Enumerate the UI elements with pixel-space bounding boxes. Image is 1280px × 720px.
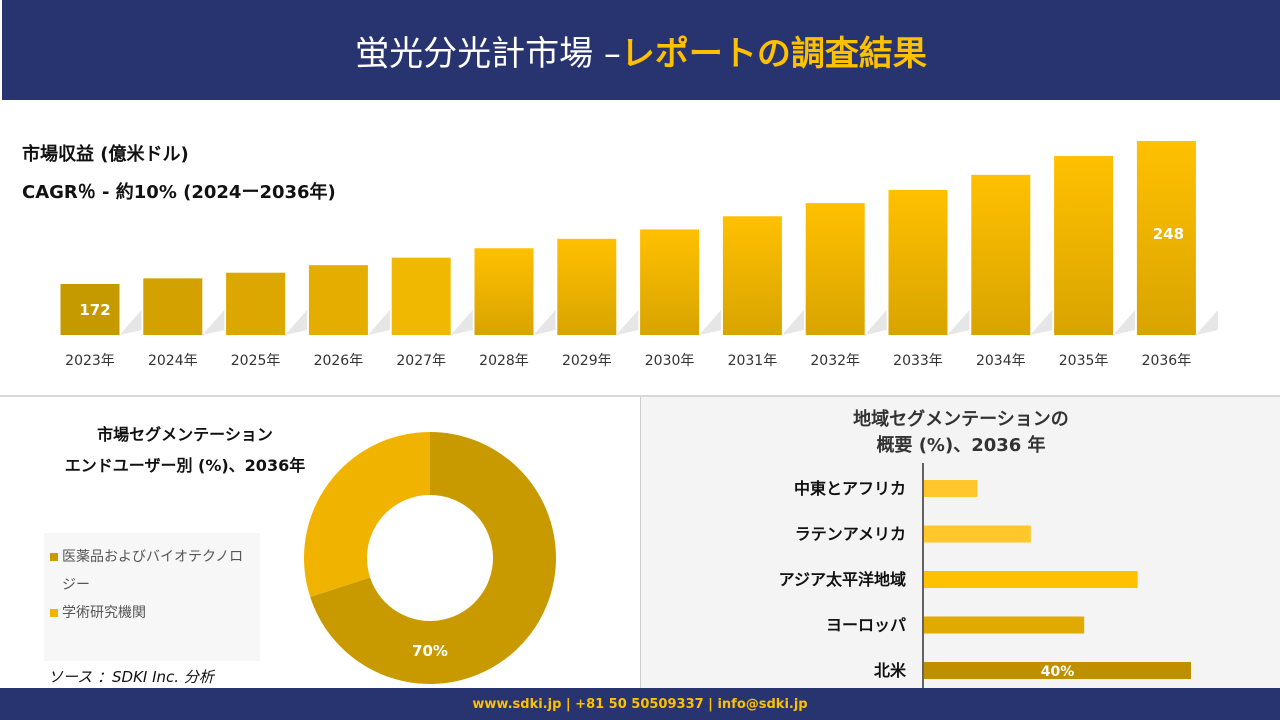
bar-2031年	[722, 216, 782, 335]
title-highlight: レポートの調査結果	[620, 33, 927, 74]
region-label: 北米	[874, 661, 907, 680]
bar-2028年	[474, 248, 534, 335]
header-banner: 蛍光分光計市場 – レポートの調査結果	[2, 0, 1280, 100]
revenue-bar-svg: 2023年 172 2024年 2025年 2026年 2027年 2028年 2029年 20…	[60, 141, 1218, 369]
legend-item: 医薬品およびバイオテクノロジー	[50, 543, 254, 599]
x-tick-label: 2035年	[1059, 353, 1109, 369]
bar-shadow	[781, 310, 804, 335]
cagr-label: CAGR％ - 約10% (2024ー2036年)	[22, 182, 336, 203]
bar-2029年	[557, 238, 617, 335]
bar-2023年	[60, 284, 120, 335]
donut-slice-0	[310, 432, 556, 684]
region-bar	[924, 480, 978, 497]
region-label: 中東とアフリカ	[794, 479, 906, 498]
section-divider	[0, 395, 1280, 397]
bar-shadow	[616, 310, 639, 335]
bar-data-label: 172	[79, 301, 110, 319]
bar-shadow	[699, 310, 722, 335]
legend-item: 学術研究機関	[50, 599, 254, 627]
bar-2033年	[888, 189, 948, 335]
bar-data-label: 248	[1153, 225, 1184, 243]
bar-2026年	[308, 265, 368, 335]
enduser-donut-chart: 70%	[304, 432, 556, 684]
x-tick-label: 2028年	[479, 353, 529, 369]
x-tick-label: 2023年	[65, 353, 115, 369]
region-label: ヨーロッパ	[826, 616, 906, 635]
bar-shadow	[1195, 310, 1218, 335]
donut-data-label: 70%	[412, 642, 448, 660]
x-tick-label: 2032年	[810, 353, 860, 369]
region-data-label: 40%	[1041, 664, 1075, 680]
bar-shadow	[285, 310, 308, 335]
legend-swatch	[50, 609, 58, 617]
x-tick-label: 2034年	[976, 353, 1026, 369]
x-tick-label: 2029年	[562, 353, 612, 369]
region-label: ラテンアメリカ	[795, 525, 906, 544]
x-tick-label: 2033年	[893, 353, 943, 369]
enduser-title-2: エンドユーザー別 (%)、2036年	[64, 456, 306, 475]
bar-shadow	[533, 310, 556, 335]
enduser-title-1: 市場セグメンテーション	[97, 425, 273, 444]
x-tick-label: 2030年	[645, 353, 695, 369]
region-bar	[924, 662, 1191, 679]
region-bar	[924, 571, 1138, 588]
x-tick-label: 2024年	[148, 353, 198, 369]
region-title-1: 地域セグメンテーションの	[853, 409, 1069, 430]
donut-legend: 医薬品およびバイオテクノロジー 学術研究機関	[44, 533, 260, 661]
region-title-2: 概要 (%)、2036 年	[876, 435, 1046, 456]
region-panel: 地域セグメンテーションの 概要 (%)、2036 年 中東とアフリカ ラテンアメリ…	[640, 397, 1280, 688]
bar-shadow	[947, 310, 970, 335]
bar-shadow	[1113, 310, 1136, 335]
bar-2027年	[391, 257, 451, 335]
bar-shadow	[367, 310, 390, 335]
x-tick-label: 2025年	[231, 353, 281, 369]
x-tick-label: 2036年	[1142, 353, 1192, 369]
legend-swatch	[50, 553, 58, 561]
region-label: アジア太平洋地域	[779, 570, 906, 589]
region-bar	[924, 525, 1031, 543]
donut-slice-1	[304, 432, 430, 597]
title-main: 蛍光分光計市場 –	[355, 33, 621, 74]
x-tick-label: 2031年	[728, 353, 778, 369]
bar-shadow	[1030, 310, 1053, 335]
source-note: ソース ：SDKI Inc. 分析	[48, 668, 214, 686]
revenue-label: 市場収益 (億米ドル)	[22, 144, 189, 165]
bar-shadow	[202, 310, 225, 335]
footer-contact: www.sdki.jp | +81 50 50509337 | info@sdk…	[0, 688, 1280, 720]
bar-2025年	[226, 272, 286, 335]
bar-2035年	[1054, 156, 1114, 335]
bar-shadow	[119, 310, 142, 335]
legend-label: 医薬品およびバイオテクノロジー	[62, 549, 244, 593]
x-tick-label: 2026年	[314, 353, 364, 369]
bar-2036年	[1136, 141, 1196, 335]
legend-label: 学術研究機関	[62, 605, 146, 621]
bar-2032年	[805, 203, 865, 335]
x-tick-label: 2027年	[396, 353, 446, 369]
bar-2030年	[640, 229, 700, 335]
region-bar	[924, 616, 1085, 634]
bar-shadow	[864, 310, 887, 335]
bar-2024年	[143, 278, 203, 335]
bar-2034年	[971, 174, 1031, 335]
bar-shadow	[450, 310, 473, 335]
